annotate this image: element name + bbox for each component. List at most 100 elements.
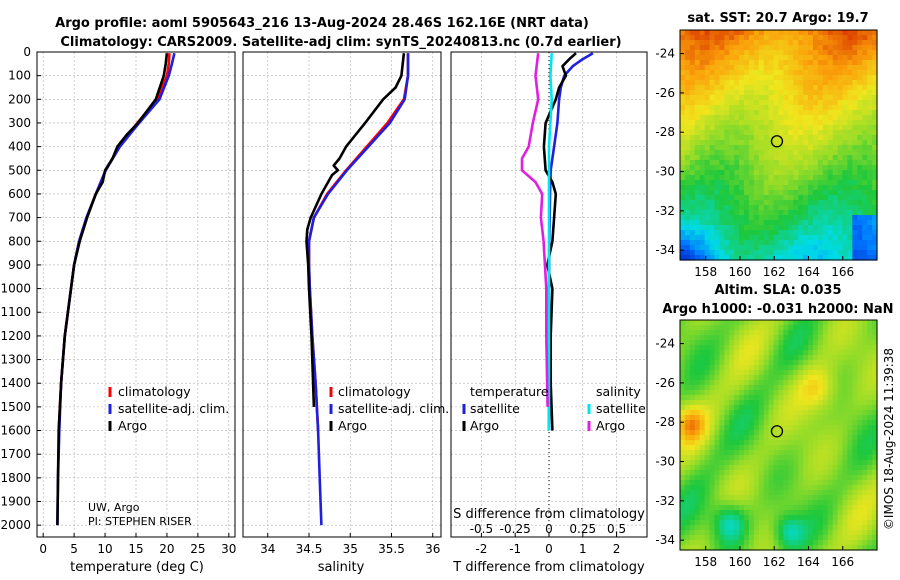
sst-cell <box>857 110 863 116</box>
sla-cell <box>803 375 809 381</box>
sst-cell <box>867 65 873 71</box>
sla-cell <box>862 400 868 406</box>
sla-cell <box>734 340 740 346</box>
sla-cell <box>857 430 863 436</box>
sst-cell <box>684 90 691 96</box>
sst-cell <box>808 180 814 186</box>
sla-cell <box>748 475 755 481</box>
sla-cell <box>758 545 765 551</box>
sst-cell <box>827 60 834 66</box>
sst-cell <box>852 195 858 201</box>
sla-cell <box>773 330 780 336</box>
sst-cell <box>684 30 691 36</box>
sla-cell <box>783 490 789 496</box>
sst-cell <box>867 130 873 136</box>
sst-cell <box>812 60 819 66</box>
sst-cell <box>788 210 794 216</box>
sla-cell <box>808 530 814 536</box>
sst-cell <box>822 100 829 106</box>
sla-cell <box>753 415 760 421</box>
sst-cell <box>857 175 863 181</box>
sla-cell <box>837 365 844 371</box>
sst-cell <box>729 45 735 51</box>
sst-cell <box>724 30 730 36</box>
sst-cell <box>714 120 720 126</box>
sla-cell <box>739 340 745 346</box>
sst-cell <box>709 90 716 96</box>
sla-cell <box>778 455 785 461</box>
sst-cell <box>822 40 829 46</box>
sst-cell <box>699 225 706 231</box>
sst-cell <box>699 140 706 146</box>
sla-cell <box>857 340 863 346</box>
sla-cell <box>803 365 809 371</box>
sla-cell <box>857 485 863 491</box>
sla-cell <box>827 535 834 541</box>
sst-cell <box>694 120 701 126</box>
sst-cell <box>842 215 849 221</box>
sla-cell <box>768 395 775 401</box>
sla-cell <box>680 410 686 416</box>
sla-cell <box>837 330 844 336</box>
sst-cell <box>734 55 740 61</box>
sst-cell <box>808 60 814 66</box>
sst-cell <box>808 70 814 76</box>
sst-cell <box>867 145 873 151</box>
sst-cell <box>768 250 775 256</box>
sla-cell <box>827 495 834 501</box>
sst-cell <box>847 255 853 261</box>
sst-cell <box>714 230 720 236</box>
sst-cell <box>773 85 780 91</box>
sla-cell <box>684 450 691 456</box>
sla-cell <box>778 375 785 381</box>
sla-cell <box>680 445 686 451</box>
sla-cell <box>872 495 878 501</box>
sst-cell <box>714 145 720 151</box>
sla-cell <box>724 405 730 411</box>
sla-cell <box>729 405 735 411</box>
sla-cell <box>753 455 760 461</box>
title-line-1: Argo profile: aoml 5905643_216 13-Aug-20… <box>55 16 589 31</box>
sst-cell <box>719 90 725 96</box>
sla-cell <box>689 490 696 496</box>
sla-cell <box>744 440 750 446</box>
sla-cell <box>847 340 853 346</box>
sla-cell <box>724 450 730 456</box>
sst-cell <box>714 65 720 71</box>
sst-cell <box>719 80 725 86</box>
sst-cell <box>753 215 760 221</box>
sst-cell <box>842 205 849 211</box>
sst-cell <box>763 50 770 56</box>
sla-cell <box>744 330 750 336</box>
sla-cell <box>719 325 725 331</box>
sla-cell <box>768 455 775 461</box>
sst-cell <box>822 220 829 226</box>
sst-cell <box>783 55 789 61</box>
sst-cell <box>862 180 868 186</box>
sla-cell <box>822 395 829 401</box>
sla-cell <box>778 495 785 501</box>
sla-cell <box>867 410 873 416</box>
sla-cell <box>744 465 750 471</box>
temp-xtick-label: 20 <box>159 542 174 556</box>
sla-cell <box>832 435 839 441</box>
sst-cell <box>739 160 745 166</box>
sst-cell <box>812 220 819 226</box>
sst-cell <box>793 135 799 141</box>
sst-cell <box>689 80 696 86</box>
sla-cell <box>753 435 760 441</box>
sst-cell <box>744 95 750 101</box>
sst-cell <box>753 70 760 76</box>
sst-cell <box>694 90 701 96</box>
sst-cell <box>778 155 785 161</box>
sla-cell <box>758 355 765 361</box>
sla-cell <box>867 530 873 536</box>
sst-cell <box>837 135 844 141</box>
sla-cell <box>867 435 873 441</box>
sst-cell <box>778 130 785 136</box>
sst-cell <box>798 255 804 261</box>
sst-cell <box>793 45 799 51</box>
sst-cell <box>734 165 740 171</box>
sla-cell <box>812 455 819 461</box>
sst-cell <box>852 100 858 106</box>
